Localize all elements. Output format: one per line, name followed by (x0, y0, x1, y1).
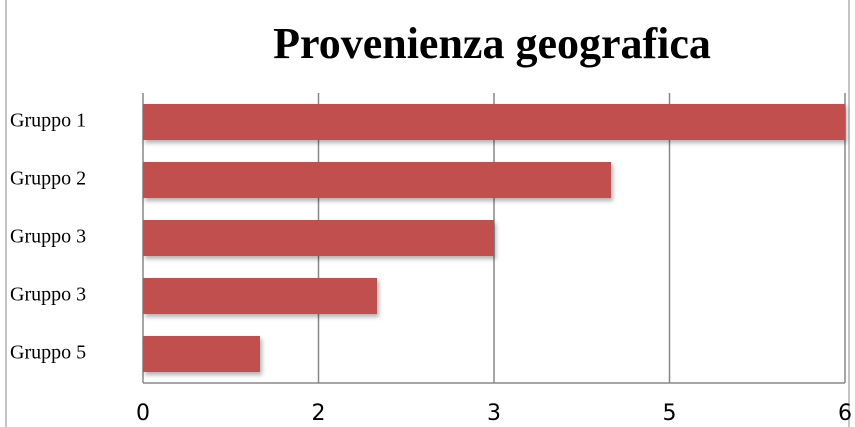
y-tick-label: Gruppo 5 (10, 342, 86, 364)
y-tick-label: Gruppo 1 (10, 110, 86, 132)
y-tick-label: Gruppo 3 (10, 226, 86, 248)
bar (143, 104, 845, 140)
bar (143, 162, 611, 198)
y-tick-label: Gruppo 2 (10, 168, 86, 190)
x-tick-label: 5 (663, 401, 677, 426)
y-tick-label: Gruppo 3 (10, 284, 86, 306)
x-tick-label: 0 (136, 401, 150, 426)
bar (143, 336, 260, 372)
x-tick-label: 6 (838, 401, 852, 426)
frame (5, 0, 850, 427)
x-tick-label: 2 (312, 401, 326, 426)
x-tick-label: 3 (487, 401, 501, 426)
bar (143, 278, 377, 314)
bar (143, 220, 494, 256)
chart-title: Provenienza geografica (273, 19, 711, 68)
